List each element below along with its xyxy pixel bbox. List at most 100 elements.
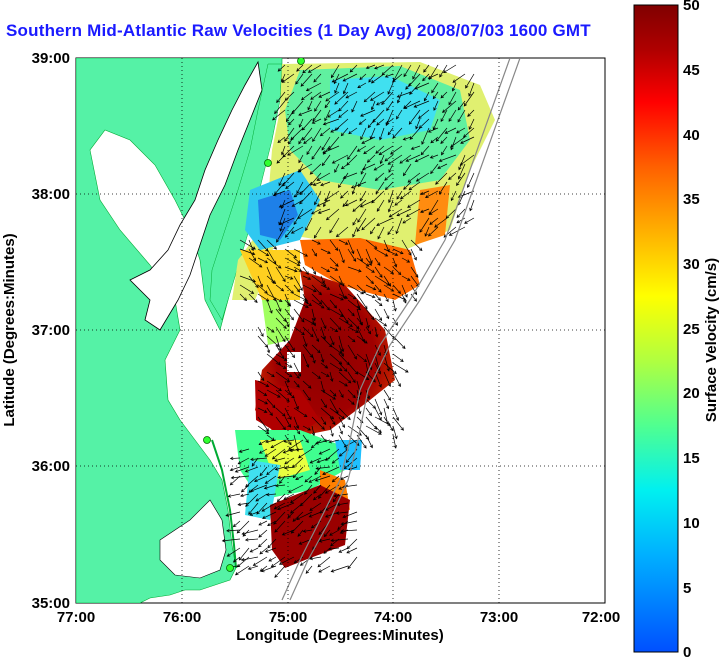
velocity-arrow [329,239,339,252]
velocity-arrow [340,127,349,137]
velocity-arrow [385,118,394,124]
velocity-arrow [283,439,295,443]
velocity-arrow [365,293,376,299]
velocity-arrow [284,371,293,378]
velocity-arrow [232,556,241,563]
velocity-arrow [329,308,344,317]
velocity-arrow [284,407,292,421]
velocity-arrow [284,317,290,328]
velocity-arrow [414,82,430,90]
velocity-arrow [383,371,391,388]
velocity-arrow [313,226,322,239]
velocity-arrow [342,511,358,519]
velocity-arrow [311,308,316,322]
velocity-arrow [384,73,394,78]
velocity-arrow [258,538,268,548]
velocity-arrow [297,208,313,219]
velocity-arrow [308,511,322,518]
velocity-arrow [252,556,268,566]
velocity-arrow [338,248,345,264]
velocity-arrow [402,136,412,141]
velocity-arrow [340,190,349,199]
velocity-arrow [322,466,340,475]
velocity-arrow [236,556,250,568]
velocity-arrow [284,434,292,446]
y-tick-label: 35:00 [32,595,70,612]
velocity-arrow [311,118,322,124]
velocity-arrow [374,172,385,181]
velocity-arrow [290,493,304,504]
velocity-arrow [237,457,250,465]
velocity-arrow [363,91,376,103]
velocity-arrow [270,556,286,568]
velocity-arrow [320,299,330,311]
velocity-arrow [324,100,331,109]
velocity-arrow [287,145,304,156]
velocity-arrow [374,416,392,426]
velocity-arrow [302,434,309,444]
velocity-arrow [359,73,367,81]
velocity-arrow [293,380,300,388]
velocity-arrow [298,109,313,116]
velocity-arrow [459,154,475,166]
velocity-arrow [275,299,282,312]
velocity-arrow [277,64,286,72]
colorbar-tick-label: 45 [683,62,700,79]
velocity-arrow [284,457,295,465]
velocity-arrow [390,145,403,155]
velocity-arrow [462,127,475,138]
velocity-arrow [325,208,340,221]
velocity-arrow [295,73,304,85]
velocity-arrow [363,145,376,155]
velocity-arrow [338,109,349,118]
x-tick-label: 74:00 [374,609,412,626]
velocity-arrow [448,226,466,236]
y-tick-label: 38:00 [32,186,70,203]
colorbar-tick-label: 0 [683,644,691,659]
velocity-arrow [309,457,322,464]
velocity-arrow [329,529,340,536]
velocity-arrow [329,293,344,301]
velocity-arrow [293,398,299,410]
velocity-arrow [298,136,304,145]
velocity-arrow [291,199,304,207]
velocity-arrow [465,73,475,89]
velocity-arrow [281,145,286,156]
velocity-arrow [311,416,325,430]
velocity-arrow [360,109,376,117]
velocity-arrow [289,448,304,453]
velocity-arrow [347,317,360,330]
velocity-arrow [329,371,334,382]
velocity-arrow [387,154,403,165]
velocity-arrow [287,484,304,493]
velocity-arrow [274,466,286,471]
velocity-arrow [357,82,367,89]
velocity-arrow [365,266,375,273]
velocity-arrow [405,208,421,217]
velocity-arrow [387,82,394,95]
velocity-arrow [403,181,412,190]
velocity-arrow [315,466,331,471]
velocity-arrow [330,538,349,543]
velocity-arrow [311,145,322,160]
velocity-arrow [270,439,286,449]
velocity-arrow [263,484,277,490]
velocity-arrow [388,190,394,204]
velocity-arrow [438,181,448,195]
velocity-arrow [297,448,313,459]
velocity-arrow [277,136,286,143]
velocity-arrow [284,226,295,238]
velocity-arrow [293,416,300,430]
velocity-arrow [329,344,343,354]
velocity-arrow [317,556,331,568]
velocity-arrow [338,335,345,353]
velocity-arrow [288,118,295,126]
velocity-arrow [448,91,457,106]
velocity-arrow [356,145,367,152]
velocity-arrow [365,275,374,285]
velocity-arrow [306,145,313,155]
velocity-arrow [307,100,313,111]
velocity-arrow [288,439,304,450]
velocity-arrow [340,520,358,526]
velocity-arrow [266,239,278,250]
